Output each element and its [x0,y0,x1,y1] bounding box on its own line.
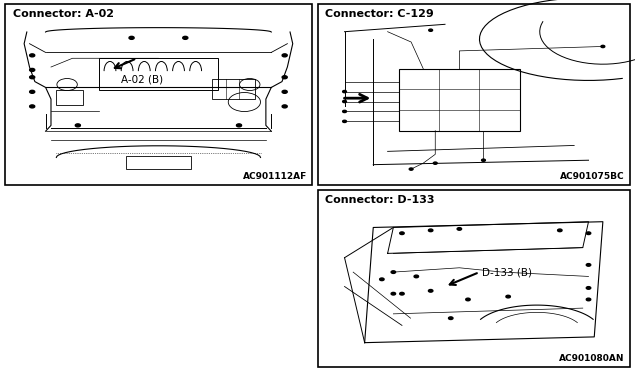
Text: AC901080AN: AC901080AN [559,354,625,363]
Circle shape [414,275,418,278]
Bar [5,4,312,185]
Circle shape [400,292,404,295]
Circle shape [343,100,347,102]
Circle shape [586,298,591,301]
Circle shape [558,229,562,232]
Bar [212,79,255,99]
Circle shape [465,298,470,301]
Circle shape [183,36,188,39]
Circle shape [30,76,35,79]
Circle shape [586,264,591,266]
Bar [318,190,630,367]
Circle shape [586,232,591,234]
Bar [57,91,83,105]
Text: D-133 (B): D-133 (B) [483,267,532,277]
Circle shape [129,36,134,39]
Bar [318,4,630,185]
Circle shape [409,168,413,170]
Circle shape [506,295,511,298]
Circle shape [236,124,241,127]
Text: AC901112AF: AC901112AF [243,172,307,181]
Circle shape [429,229,433,232]
Circle shape [457,228,462,230]
Circle shape [30,105,35,108]
Circle shape [282,76,287,79]
Bar [399,69,519,131]
Text: A-02 (B): A-02 (B) [121,74,163,84]
Bar [126,156,190,169]
Circle shape [433,162,437,164]
Circle shape [380,278,384,280]
Circle shape [343,110,347,113]
Text: Connector: D-133: Connector: D-133 [325,195,434,205]
Circle shape [448,317,453,319]
Circle shape [30,54,35,57]
Circle shape [391,292,396,295]
Text: Connector: C-129: Connector: C-129 [325,9,434,19]
Circle shape [601,45,605,47]
Circle shape [400,232,404,234]
Circle shape [481,159,485,161]
Circle shape [282,105,287,108]
Circle shape [30,91,35,94]
Circle shape [30,68,35,71]
Circle shape [343,120,347,123]
Circle shape [343,91,347,93]
Circle shape [429,29,432,31]
Text: AC901075BC: AC901075BC [560,172,625,181]
Circle shape [391,271,396,273]
Circle shape [282,54,287,57]
Circle shape [429,289,433,292]
Text: Connector: A-02: Connector: A-02 [13,9,114,19]
Circle shape [586,286,591,289]
Circle shape [76,124,81,127]
Bar [99,58,218,91]
Circle shape [282,91,287,94]
